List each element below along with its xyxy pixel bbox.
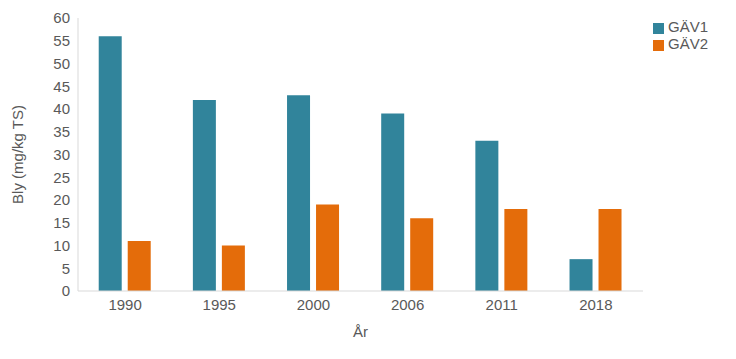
svg-text:2018: 2018 xyxy=(579,296,612,313)
svg-text:50: 50 xyxy=(53,55,70,72)
svg-text:0: 0 xyxy=(62,282,70,299)
svg-text:55: 55 xyxy=(53,32,70,49)
svg-text:40: 40 xyxy=(53,100,70,117)
svg-text:10: 10 xyxy=(53,237,70,254)
svg-text:25: 25 xyxy=(53,169,70,186)
svg-text:15: 15 xyxy=(53,214,70,231)
html-text:GÄV1: GÄV1 xyxy=(668,18,708,35)
svg-text:5: 5 xyxy=(62,260,70,277)
svg-text:År: År xyxy=(353,323,368,340)
svg-text:45: 45 xyxy=(53,78,70,95)
svg-text:2011: 2011 xyxy=(486,296,518,313)
svg-text:35: 35 xyxy=(53,123,70,140)
svg-text:2006: 2006 xyxy=(391,296,424,313)
svg-text:30: 30 xyxy=(53,146,70,163)
html-text:GÄV2: GÄV2 xyxy=(668,35,708,52)
svg-text:Bly (mg/kg TS): Bly (mg/kg TS) xyxy=(9,105,26,204)
svg-text:20: 20 xyxy=(53,191,70,208)
svg-text:60: 60 xyxy=(53,9,70,26)
svg-text:1990: 1990 xyxy=(108,296,141,313)
svg-text:2000: 2000 xyxy=(297,296,330,313)
svg-text:1995: 1995 xyxy=(203,296,236,313)
